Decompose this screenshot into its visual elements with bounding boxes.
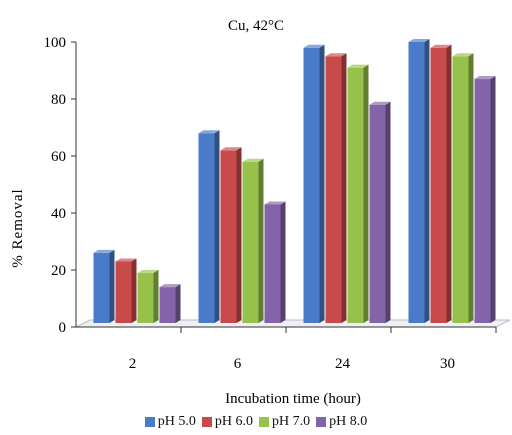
legend-label: pH 5.0 xyxy=(157,414,196,429)
bar xyxy=(408,39,430,323)
bar-side xyxy=(424,39,430,323)
legend-swatch xyxy=(316,417,327,427)
legend: pH 5.0 pH 6.0 pH 7.0 pH 8.0 xyxy=(0,414,512,430)
x-tick-label: 30 xyxy=(440,356,455,372)
bar-front xyxy=(408,42,425,323)
bar xyxy=(430,44,452,323)
bar-top xyxy=(430,44,452,48)
y-tick-label: 0 xyxy=(59,320,67,336)
bar xyxy=(369,101,391,323)
bar-top xyxy=(303,44,325,48)
bar-top xyxy=(198,130,220,134)
bar-side xyxy=(468,53,474,323)
bar-front xyxy=(159,287,176,323)
bar xyxy=(137,269,159,323)
legend-swatch xyxy=(259,417,269,427)
bar-top xyxy=(242,158,264,162)
bar-top xyxy=(137,269,159,273)
bar-top xyxy=(452,53,474,57)
x-tick-label: 24 xyxy=(335,356,351,372)
bar xyxy=(264,201,286,323)
y-tick-label: 40 xyxy=(51,206,66,222)
bar-top xyxy=(115,258,137,262)
bar-front xyxy=(198,133,215,323)
bar-front xyxy=(220,150,237,323)
y-tick-label: 60 xyxy=(51,149,66,165)
bar-front xyxy=(369,104,386,323)
bars-group xyxy=(93,39,496,324)
bar xyxy=(115,258,137,323)
bar-top xyxy=(159,284,181,288)
bar-side xyxy=(319,44,325,323)
bar-side xyxy=(385,101,391,323)
bar-top xyxy=(408,39,430,42)
legend-swatch xyxy=(201,417,212,427)
bar-front xyxy=(452,56,469,323)
bar-top xyxy=(347,64,369,68)
bar-front xyxy=(115,261,132,323)
bar xyxy=(452,53,474,323)
bar-front xyxy=(430,47,447,323)
bar-front xyxy=(264,204,281,323)
bar-side xyxy=(109,249,115,323)
bar xyxy=(242,158,264,323)
legend-item: pH 7.0 xyxy=(259,414,310,430)
bar-top xyxy=(369,101,391,105)
bar xyxy=(220,147,242,323)
bar xyxy=(198,130,220,323)
bar-side xyxy=(341,53,347,323)
legend-label: pH 8.0 xyxy=(329,414,368,429)
bar-top xyxy=(325,53,347,57)
bar-front xyxy=(137,272,154,323)
legend-item: pH 8.0 xyxy=(316,414,367,430)
legend-item: pH 6.0 xyxy=(201,414,253,430)
bar xyxy=(303,44,325,323)
bar-top xyxy=(93,249,115,253)
bar xyxy=(93,249,115,323)
bar-front xyxy=(93,252,110,323)
bar-side xyxy=(214,130,220,323)
bar-side xyxy=(490,76,496,323)
legend-swatch xyxy=(144,417,155,427)
bar xyxy=(325,53,347,323)
legend-label: pH 6.0 xyxy=(214,414,253,429)
bar-side xyxy=(446,44,452,323)
bar xyxy=(159,284,181,323)
x-tick-label: 6 xyxy=(234,356,242,372)
y-tick-label: 100 xyxy=(44,35,67,51)
chart-title: Cu, 42°C xyxy=(228,18,284,34)
x-tick-label: 2 xyxy=(129,356,137,372)
legend-item: pH 5.0 xyxy=(144,414,196,430)
bar-top xyxy=(264,201,286,205)
bar-side xyxy=(258,158,264,323)
bar-front xyxy=(242,161,259,323)
legend-label: pH 7.0 xyxy=(272,414,311,429)
y-tick-label: 20 xyxy=(51,263,66,279)
bar-side xyxy=(153,269,159,323)
y-tick-label: 80 xyxy=(51,92,66,108)
bar-side xyxy=(280,201,286,323)
bar-front xyxy=(325,56,342,323)
bar-top xyxy=(220,147,242,151)
bar-side xyxy=(236,147,242,323)
bar-top xyxy=(474,76,496,80)
bar-side xyxy=(363,64,369,324)
x-tick-labels: 2 6 24 30 xyxy=(129,327,497,372)
bar-front xyxy=(474,79,491,323)
y-axis-title: % Removal xyxy=(10,188,26,267)
bar xyxy=(474,76,496,323)
bar xyxy=(347,64,369,324)
bar-side xyxy=(175,284,181,323)
bar-front xyxy=(303,47,320,323)
x-axis-title: Incubation time (hour) xyxy=(225,391,361,407)
bar-side xyxy=(131,258,137,323)
y-axis: 0 20 40 60 80 100 xyxy=(44,35,496,336)
bar-front xyxy=(347,67,364,324)
